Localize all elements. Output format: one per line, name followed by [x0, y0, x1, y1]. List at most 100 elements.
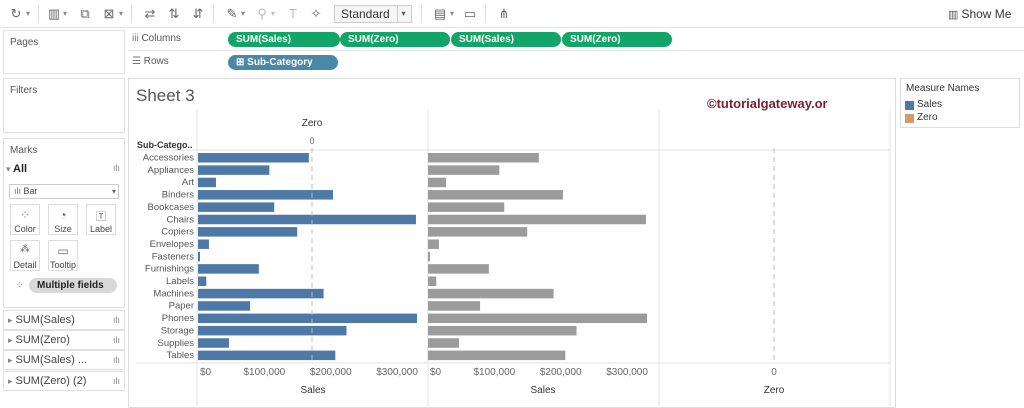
chevron-down-icon[interactable]: ▾ — [63, 9, 68, 18]
sales-bar-grey — [428, 202, 505, 212]
rows-icon: ☰ — [132, 56, 144, 67]
sales-bar-grey — [428, 350, 566, 361]
tooltip-button[interactable]: ▭ Tooltip — [48, 240, 78, 271]
duplicate-sheet-icon[interactable]: ⧉ — [80, 6, 90, 21]
sales-bar — [198, 227, 298, 237]
color-icon: ⁘ — [19, 208, 31, 222]
show-me-icon: ▥ — [948, 9, 962, 21]
sales-bar-grey — [428, 227, 528, 237]
toolbar-separator — [131, 5, 132, 23]
marks-all-label: All — [13, 163, 28, 175]
marks-all-tab[interactable]: ▾ All ılı — [6, 163, 122, 179]
new-sheet-icon[interactable]: ▥ — [47, 6, 61, 21]
chevron-down-icon[interactable]: ▾ — [26, 9, 31, 18]
bar-chart-icon: ılı — [112, 355, 120, 365]
category-label: Binders — [162, 190, 194, 201]
redo-icon[interactable]: ↻ — [10, 6, 22, 21]
sales-bar-grey — [428, 177, 446, 188]
columns-pill-sum-zero-2[interactable]: SUM(Zero) — [562, 32, 672, 47]
show-me-button[interactable]: ▥ Show Me — [948, 5, 1011, 24]
measure-tab-sum-zero-2[interactable]: ▸ SUM(Zero) (2) ılı — [3, 371, 125, 391]
share-icon[interactable]: ⋔ — [498, 6, 510, 21]
legend-item-zero[interactable]: Zero — [917, 112, 938, 123]
clear-sheet-icon[interactable]: ⊠ — [103, 6, 115, 21]
filters-title: Filters — [10, 85, 38, 96]
mark-type-select[interactable]: ılı Bar ▾ — [9, 184, 119, 199]
chevron-down-icon[interactable]: ▾ — [450, 9, 455, 18]
category-label: Storage — [161, 325, 194, 336]
measure-names-legend[interactable] — [900, 78, 1020, 128]
multiple-fields-pill[interactable]: Multiple fields — [29, 278, 117, 293]
sales-bar-grey — [428, 190, 563, 200]
pages-pane[interactable]: Pages — [3, 30, 125, 74]
pin-icon[interactable]: ✧ — [310, 6, 322, 21]
swap-icon[interactable]: ⇄ — [144, 6, 156, 21]
axis-tick-label: $0 — [430, 367, 442, 378]
color-button[interactable]: ⁘ Color — [10, 204, 40, 235]
chevron-down-icon[interactable]: ▾ — [119, 9, 124, 18]
rows-pill-label: Sub-Category — [247, 57, 313, 68]
columns-pill-sum-sales-2[interactable]: SUM(Sales) — [451, 32, 561, 47]
legend-swatch-zero — [905, 114, 914, 123]
chevron-right-icon: ▸ — [8, 315, 13, 325]
label-icon[interactable]: T — [289, 6, 297, 21]
measure-tab-sum-sales-2[interactable]: ▸ SUM(Sales) ... ılı — [3, 350, 125, 370]
show-me-label: Show Me — [961, 7, 1012, 21]
category-label: Bookcases — [148, 202, 195, 213]
group-icon[interactable]: ⚲ — [257, 6, 267, 21]
sales-bar — [198, 350, 336, 361]
columns-pill-sum-zero[interactable]: SUM(Zero) — [340, 32, 450, 47]
multiple-fields-label: Multiple fields — [37, 280, 104, 291]
columns-pill-sum-sales[interactable]: SUM(Sales) — [228, 32, 340, 47]
columns-shelf[interactable]: iii Columns SUM(Sales) SUM(Zero) SUM(Sal… — [128, 29, 1024, 51]
bar-chart: Zero 0 Sub-Catego.. AccessoriesAppliancesAr… — [136, 110, 891, 406]
axis-tick-label: $200,000 — [310, 367, 352, 378]
color-field-icon: ⁘ — [16, 280, 24, 290]
category-label: Appliances — [148, 165, 195, 176]
axis-title: Zero — [764, 385, 785, 396]
filters-pane[interactable]: Filters — [3, 78, 125, 133]
category-label: Accessories — [143, 153, 194, 164]
measure-label: SUM(Sales) — [15, 314, 75, 326]
marks-title: Marks — [10, 145, 38, 156]
sales-bar-grey — [428, 264, 489, 274]
legend-item-sales[interactable]: Sales — [917, 99, 943, 110]
sales-bar-grey — [428, 251, 430, 262]
presentation-icon[interactable]: ▭ — [463, 6, 477, 21]
chevron-down-icon: ▾ — [111, 187, 116, 196]
sort-ascending-icon[interactable]: ⇅ — [168, 6, 180, 21]
legend-title: Measure Names — [906, 83, 980, 94]
axis-tick-label: $0 — [200, 367, 212, 378]
plus-icon: ⊞ — [236, 57, 248, 68]
chevron-down-icon[interactable]: ▾ — [241, 9, 246, 18]
axis-tick-label: $100,000 — [474, 367, 516, 378]
sales-bar — [198, 153, 309, 163]
category-label: Tables — [167, 350, 195, 361]
show-cards-icon[interactable]: ▤ — [433, 6, 447, 21]
label-button[interactable]: 🅃 Label — [86, 204, 116, 235]
sheet-title[interactable]: Sheet 3 — [136, 86, 195, 105]
measure-tab-sum-zero[interactable]: ▸ SUM(Zero) ılı — [3, 330, 125, 350]
size-button[interactable]: ◔ Size — [48, 204, 78, 235]
axis-title: Sales — [530, 385, 555, 396]
measure-label: SUM(Zero) — [15, 334, 70, 346]
category-label: Copiers — [161, 227, 194, 238]
rows-pill-sub-category[interactable]: ⊞ Sub-Category — [228, 55, 338, 70]
chevron-down-icon[interactable]: ▾ — [271, 9, 276, 18]
axis-tick-label: 0 — [771, 367, 777, 378]
highlight-icon[interactable]: ✎ — [226, 6, 238, 21]
axis-tick-label: $300,000 — [376, 367, 418, 378]
measure-tab-sum-sales[interactable]: ▸ SUM(Sales) ılı — [3, 310, 125, 330]
sort-descending-icon[interactable]: ⇵ — [192, 6, 204, 21]
rows-shelf[interactable]: ☰ Rows ⊞ Sub-Category — [128, 52, 1024, 74]
axis-tick-label: $100,000 — [244, 367, 286, 378]
legend-swatch-sales — [905, 101, 914, 110]
fit-select[interactable]: Standard ▾ — [334, 5, 412, 23]
sales-bar — [198, 264, 259, 274]
detail-button[interactable]: ⁂ Detail — [10, 240, 40, 271]
bar-chart-icon: ılı — [112, 163, 120, 173]
sales-bar — [198, 276, 207, 286]
row-header-label: Sub-Catego.. — [137, 140, 193, 150]
chevron-right-icon: ▸ — [8, 376, 13, 386]
sales-bar — [198, 251, 200, 262]
